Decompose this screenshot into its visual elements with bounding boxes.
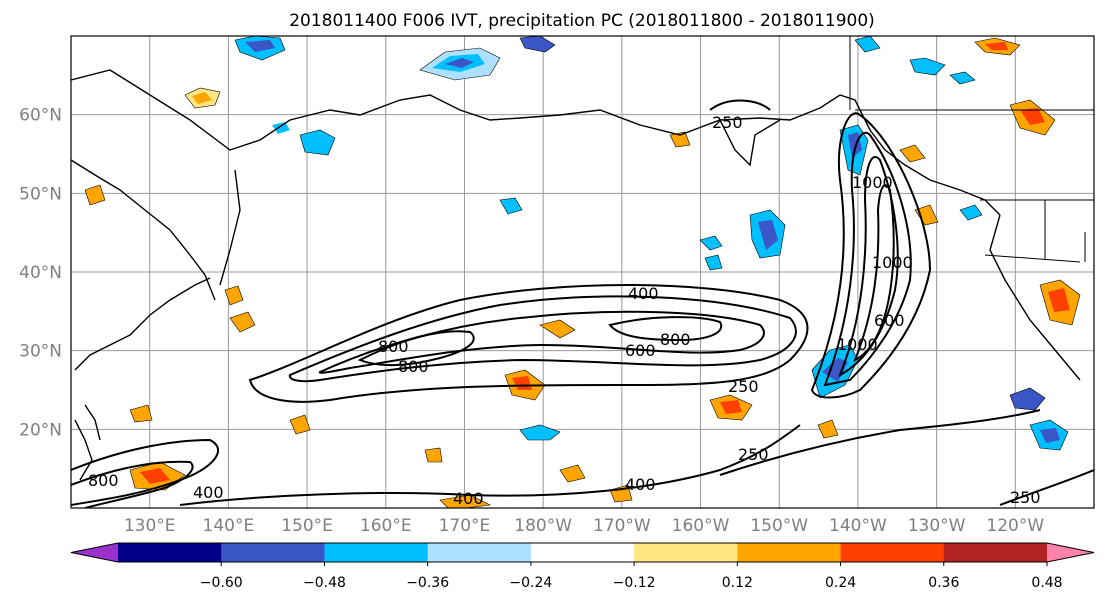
contour-label: 250: [712, 113, 743, 132]
longitude-label: 170°W: [593, 516, 651, 536]
colorbar-segment: [221, 543, 325, 562]
latitude-label: 40°N: [19, 263, 62, 283]
longitude-label: 140°W: [829, 516, 887, 536]
contour-label: 600: [625, 341, 656, 360]
latitude-label: 50°N: [19, 184, 62, 204]
contour-labels: 250 250 250 250 400 400 400 400 600 600 …: [88, 113, 1041, 508]
longitude-label: 150°W: [750, 516, 808, 536]
ivt-contours: [71, 99, 1094, 508]
contour-label: 1000: [837, 335, 878, 354]
colorbar-segment: [427, 543, 532, 562]
ivt-contour-south-east: [719, 409, 1041, 476]
longitude-label: 160°W: [672, 516, 730, 536]
contour-label: 800: [378, 337, 409, 356]
longitude-label: 120°W: [986, 516, 1044, 536]
longitude-label: 160°E: [360, 516, 412, 536]
colorbar-tick-label: 0.24: [825, 575, 856, 591]
ivt-contour-400-ne: [823, 132, 912, 387]
ivt-contour-south: [179, 424, 801, 506]
colorbar-tick-label: −0.12: [613, 575, 656, 591]
coastlines: [71, 69, 1081, 481]
ivt-contour-400: [288, 295, 797, 383]
ivt-contour-1000-ne: [853, 184, 895, 362]
contour-label: 1000: [852, 173, 893, 192]
contour-label: 400: [193, 483, 224, 502]
ivt-contour-600: [318, 310, 765, 374]
colorbar-segment: [943, 543, 1048, 562]
colorbar-tick-label: 0.48: [1031, 575, 1062, 591]
latitude-labels: 20°N 30°N 40°N 50°N 60°N: [19, 106, 62, 441]
colorbar-outline: [70, 542, 1095, 563]
colorbar-segment: [634, 543, 738, 562]
ivt-contour-sw-inner: [71, 460, 194, 508]
colorbar-segment: [840, 543, 945, 562]
colorbar-tick-label: −0.36: [406, 575, 449, 591]
latitude-label: 20°N: [19, 420, 62, 440]
contour-label: 400: [628, 284, 659, 303]
ivt-contour-250-ne: [810, 112, 932, 399]
longitude-label: 150°E: [281, 516, 333, 536]
figure-title: 2018011400 F006 IVT, precipitation PC (2…: [289, 11, 875, 31]
contour-label: 800: [88, 471, 119, 490]
ivt-contour-800-a: [357, 330, 475, 367]
ivt-contour-se: [999, 469, 1094, 506]
ivt-contour-250: [248, 284, 809, 403]
contour-label: 1000: [872, 253, 913, 272]
contour-label: 800: [398, 357, 429, 376]
contour-label: 400: [453, 489, 484, 508]
longitude-label: 130°W: [908, 516, 966, 536]
colorbar-tick-label: −0.24: [509, 575, 552, 591]
longitude-label: 130°E: [124, 516, 176, 536]
contour-label: 250: [738, 445, 769, 464]
longitude-labels: 130°E 140°E 150°E 160°E 170°E 180°W 170°W 160°W…: [124, 516, 1045, 536]
longitude-label: 180°W: [514, 516, 572, 536]
ivt-contour-800-b: [608, 316, 723, 342]
map-border: [70, 35, 1095, 509]
contour-label: 250: [728, 377, 759, 396]
colorbar-extend-low: [71, 543, 118, 562]
colorbar-segment: [530, 543, 635, 562]
ivt-contour-north: [709, 99, 771, 111]
colorbar-tick-label: −0.60: [200, 575, 243, 591]
longitude-label: 140°E: [203, 516, 255, 536]
gridlines: [71, 36, 1094, 508]
contour-label: 400: [625, 475, 656, 494]
contour-label: 600: [874, 311, 905, 330]
colorbar: [70, 542, 1095, 563]
country-borders: [849, 36, 1094, 263]
colorbar-segment: [118, 543, 222, 562]
colorbar-tick-label: −0.48: [303, 575, 346, 591]
contour-label: 800: [660, 330, 691, 349]
latitude-label: 60°N: [19, 106, 62, 126]
colorbar-tick-label: 0.12: [722, 575, 753, 591]
latitude-label: 30°N: [19, 342, 62, 362]
contour-label: 250: [1010, 488, 1041, 507]
ivt-contour-600-ne: [838, 155, 899, 378]
colorbar-tick-labels: −0.60 −0.48 −0.36 −0.24 −0.12 0.12 0.24 0.36 0.4…: [200, 562, 1063, 591]
colorbar-tick-label: 0.36: [928, 575, 959, 591]
colorbar-segment: [737, 543, 842, 562]
colorbar-extend-high: [1047, 543, 1094, 562]
colorbar-segment: [324, 543, 429, 562]
ivt-contour-sw: [71, 438, 220, 506]
longitude-label: 170°E: [439, 516, 491, 536]
